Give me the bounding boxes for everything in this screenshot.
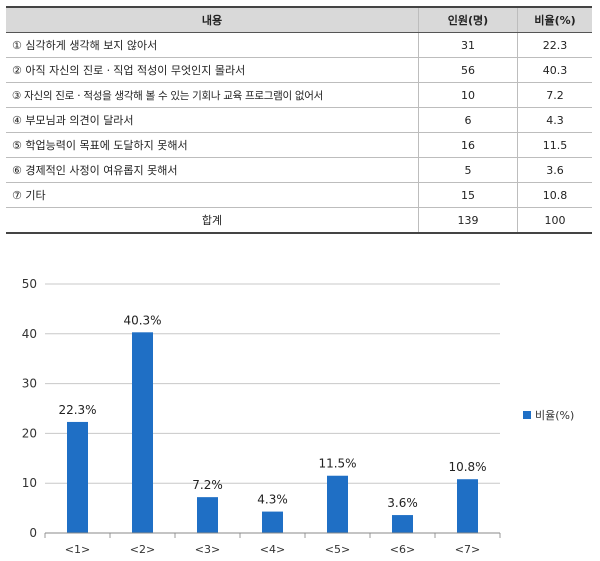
x-tick-label: <6> [390,543,415,556]
row-reason: ⑦ 기타 [6,182,419,208]
y-tick-label: 20 [22,426,37,440]
chart-y-axis: 0 10 20 30 40 50 [22,277,37,540]
y-tick-label: 10 [22,476,37,490]
bar [392,515,413,533]
bar-data-label: 7.2% [192,478,223,492]
x-tick-label: <2> [130,543,155,556]
header-content: 내용 [6,6,419,33]
row-count: 56 [418,57,518,83]
bar [132,332,153,533]
row-ratio: 7.2 [517,82,592,108]
bar-data-label: 40.3% [123,313,161,327]
header-count: 인원(명) [418,6,518,33]
bar-data-label: 3.6% [387,496,418,510]
legend-swatch [523,411,531,419]
header-ratio: 비율(%) [517,6,592,33]
y-tick-label: 40 [22,327,37,341]
total-count: 139 [418,207,518,234]
bar [197,497,218,533]
row-reason: ⑥ 경제적인 사정이 여유롭지 못해서 [6,157,419,183]
bar-data-label: 4.3% [257,493,288,507]
bar [457,479,478,533]
row-ratio: 3.6 [517,157,592,183]
x-tick-label: <7> [455,543,480,556]
row-reason: ⑤ 학업능력이 목표에 도달하지 못해서 [6,132,419,158]
row-reason: ① 심각하게 생각해 보지 않아서 [6,32,419,58]
x-tick-label: <4> [260,543,285,556]
legend-label: 비율(%) [535,409,574,422]
row-ratio: 10.8 [517,182,592,208]
total-label: 합계 [6,207,419,234]
table-header-row: 내용 인원(명) 비율(%) [6,6,592,33]
bar-data-label: 10.8% [448,460,486,474]
row-reason: ② 아직 자신의 진로ㆍ직업 적성이 무엇인지 몰라서 [6,57,419,83]
row-count: 31 [418,32,518,58]
row-count: 5 [418,157,518,183]
row-reason: ④ 부모님과 의견이 달라서 [6,107,419,133]
row-count: 10 [418,82,518,108]
bar [327,475,348,533]
row-ratio: 22.3 [517,32,592,58]
table-row: ④ 부모님과 의견이 달라서 6 4.3 [6,107,592,133]
chart-legend: 비율(%) [523,409,574,422]
row-ratio: 40.3 [517,57,592,83]
table-row: ① 심각하게 생각해 보지 않아서 31 22.3 [6,32,592,58]
bar-chart: 0 10 20 30 40 50 22.3% 40.3% 7.2% 4.3% 11.5% 3.6% 1… [22,277,575,556]
table-row: ② 아직 자신의 진로ㆍ직업 적성이 무엇인지 몰라서 56 40.3 [6,57,592,83]
x-tick-label: <1> [65,543,90,556]
row-count: 16 [418,132,518,158]
bar [67,421,88,533]
table-row: ⑤ 학업능력이 목표에 도달하지 못해서 16 11.5 [6,132,592,158]
x-tick-label: <5> [325,543,350,556]
bar-data-label: 11.5% [318,457,356,471]
bar-data-label: 22.3% [58,403,96,417]
row-reason: ③ 자신의 진로ㆍ적성을 생각해 볼 수 있는 기회나 교육 프로그램이 없어서 [6,82,419,108]
chart-bars: 22.3% 40.3% 7.2% 4.3% 11.5% 3.6% 10.8% [58,313,487,533]
table-row: ③ 자신의 진로ㆍ적성을 생각해 볼 수 있는 기회나 교육 프로그램이 없어서… [6,82,592,108]
total-ratio: 100 [517,207,592,234]
row-count: 6 [418,107,518,133]
chart-x-axis: <1> <2> <3> <4> <5> <6> <7> [44,532,501,556]
y-tick-label: 30 [22,377,37,391]
survey-table: 내용 인원(명) 비율(%) ① 심각하게 생각해 보지 않아서 31 22.3… [6,6,592,234]
table-row: ⑦ 기타 15 10.8 [6,182,592,208]
bar [262,511,283,533]
x-tick-label: <3> [195,543,220,556]
table-total-row: 합계 139 100 [6,207,592,234]
table-row: ⑥ 경제적인 사정이 여유롭지 못해서 5 3.6 [6,157,592,183]
y-tick-label: 50 [22,277,37,291]
y-tick-label: 0 [29,526,37,540]
row-ratio: 11.5 [517,132,592,158]
row-count: 15 [418,182,518,208]
row-ratio: 4.3 [517,107,592,133]
